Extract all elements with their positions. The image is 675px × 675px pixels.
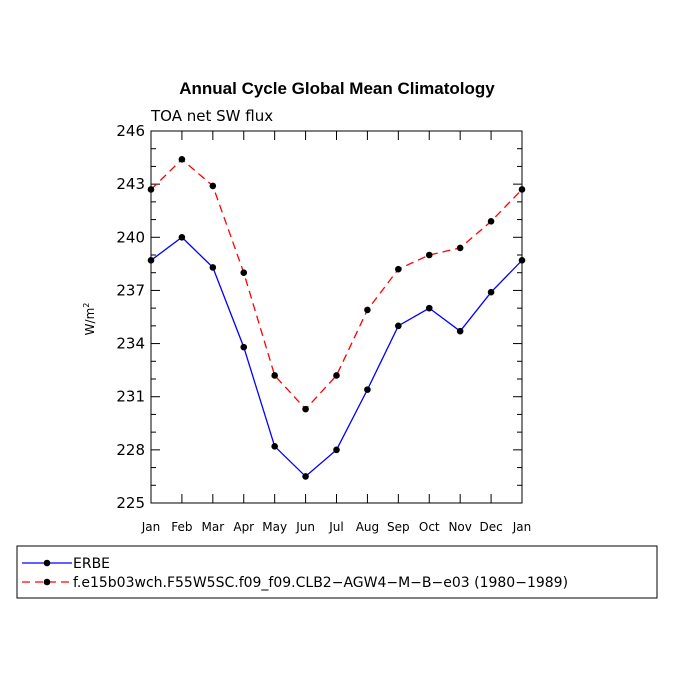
data-point	[178, 156, 186, 163]
data-point	[178, 233, 186, 241]
data-point	[518, 257, 526, 264]
data-point	[518, 186, 526, 193]
data-point	[456, 327, 464, 335]
data-point	[333, 372, 340, 379]
data-point	[333, 446, 340, 454]
x-tick-label: Mar	[202, 520, 225, 534]
x-tick-label: Jan	[141, 520, 161, 534]
data-point	[456, 244, 464, 252]
x-tick-label: Jun	[295, 520, 315, 534]
y-axis-label: W/m2	[82, 303, 97, 336]
x-tick-label: May	[262, 520, 287, 534]
data-point	[302, 405, 309, 413]
series-layer	[147, 156, 526, 480]
x-tick-label: Jan	[512, 520, 532, 534]
axes: 225 228 231 234 237 240 243 246 Jan Feb Mar Apr May J…	[116, 122, 531, 534]
data-point	[364, 306, 371, 314]
data-point	[271, 443, 278, 450]
data-point	[147, 257, 155, 264]
data-point	[240, 343, 248, 351]
series-line-1	[150, 158, 523, 411]
y-tick-label: 231	[116, 388, 145, 406]
legend-label-0: ERBE	[73, 556, 110, 572]
series-line-0	[150, 236, 523, 478]
y-tick-label: 234	[116, 335, 145, 353]
x-tick-label: Feb	[171, 520, 192, 534]
data-point	[240, 269, 248, 277]
data-point	[487, 218, 495, 225]
y-tick-label: 240	[116, 228, 145, 246]
y-tick-label: 243	[116, 175, 145, 193]
x-tick-label: Apr	[233, 520, 254, 534]
data-point	[395, 265, 402, 273]
data-point	[209, 182, 217, 190]
data-point	[271, 372, 278, 379]
legend-marker-1	[43, 578, 51, 586]
y-axis-label-text: W/m	[83, 308, 97, 336]
data-point	[209, 264, 217, 271]
y-tick-label: 225	[116, 494, 145, 512]
data-point	[425, 304, 433, 312]
chart-title: Annual Cycle Global Mean Climatology	[179, 79, 495, 98]
legend-label-1: f.e15b03wch.F55W5SC.f09_f09.CLB2−AGW4−M−…	[73, 575, 568, 591]
x-tick-label: Jul	[328, 520, 343, 534]
data-point	[395, 322, 402, 330]
x-tick-label: Aug	[356, 520, 379, 534]
chart-subtitle: TOA net SW flux	[150, 107, 273, 125]
x-tick-label: Sep	[387, 520, 410, 534]
legend-box	[16, 545, 658, 599]
y-tick-label: 228	[116, 441, 145, 459]
y-tick-label: 246	[116, 122, 145, 140]
x-tick-label: Oct	[419, 520, 440, 534]
data-point	[425, 251, 433, 259]
x-tick-label: Nov	[448, 520, 471, 534]
y-tick-label: 237	[116, 281, 145, 299]
svg-text:W/m2: W/m2	[82, 303, 97, 336]
data-point	[302, 473, 309, 480]
data-point	[364, 386, 371, 393]
y-axis-label-superscript: 2	[82, 303, 91, 308]
legend: ERBE f.e15b03wch.F55W5SC.f09_f09.CLB2−AGW…	[22, 556, 568, 591]
legend-marker-0	[43, 559, 51, 567]
data-point	[147, 186, 155, 193]
x-tick-label: Dec	[479, 520, 502, 534]
data-point	[487, 288, 495, 296]
